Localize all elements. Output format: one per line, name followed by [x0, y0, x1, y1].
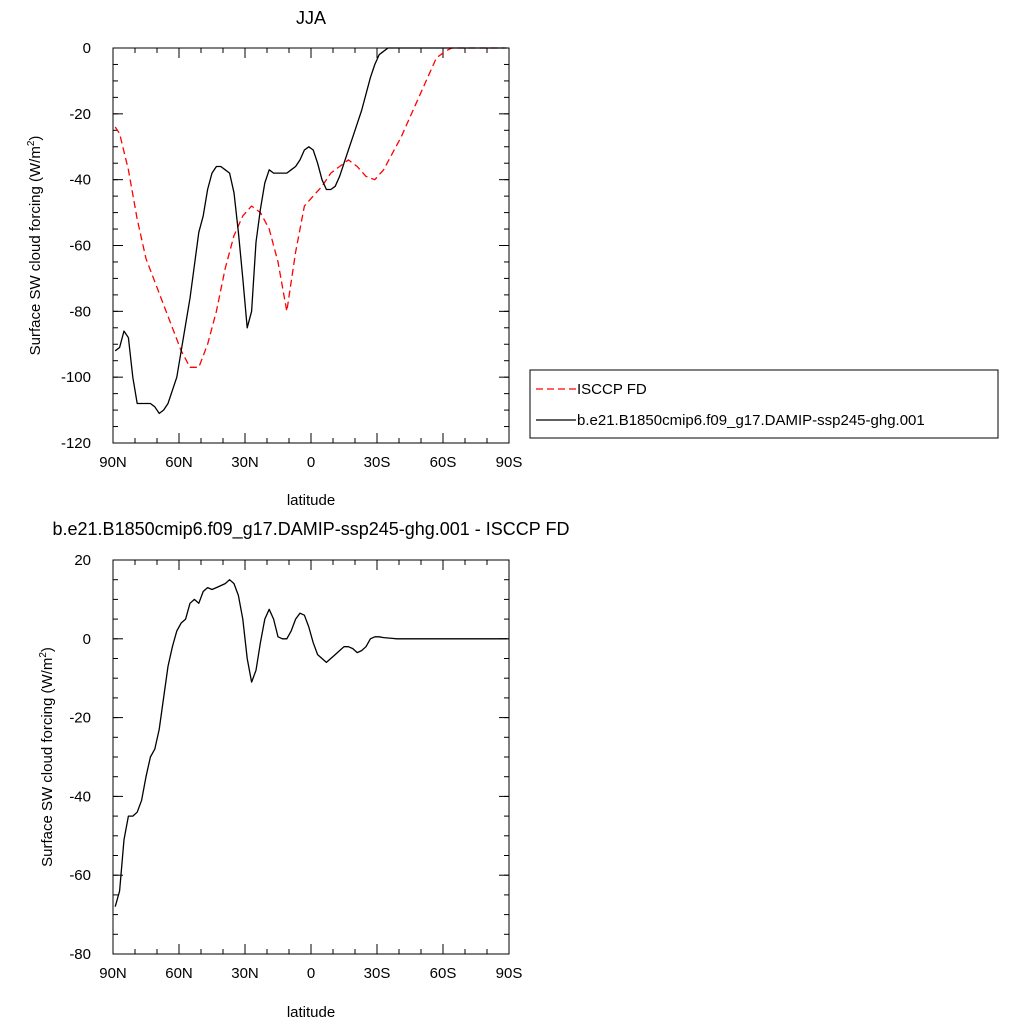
x-tick-label: 60N	[165, 965, 193, 982]
x-tick-label: 90S	[496, 454, 523, 471]
y-axis-title-main: Surface SW cloud forcing (W/m	[27, 146, 44, 355]
y-tick-label: 20	[74, 552, 91, 569]
legend-label-2: b.e21.B1850cmip6.f09_g17.DAMIP-ssp245-gh…	[577, 412, 925, 429]
plot-frame	[112, 559, 510, 955]
plot-frame	[112, 47, 510, 444]
y-tick-label: -60	[69, 867, 91, 884]
legend-box	[529, 369, 999, 439]
x-tick-label: 90N	[99, 454, 127, 471]
x-tick-label: 60N	[165, 454, 193, 471]
y-tick-label: -60	[69, 238, 91, 255]
legend-label-1: ISCCP FD	[577, 381, 647, 398]
x-tick-label: 30S	[364, 965, 391, 982]
y-axis-title: Surface SW cloud forcing (W/m2)	[26, 136, 44, 356]
chart-title: b.e21.B1850cmip6.f09_g17.DAMIP-ssp245-gh…	[53, 519, 570, 540]
y-tick-label: -20	[69, 710, 91, 727]
y-tick-label: -100	[61, 369, 91, 386]
y-axis-title-main: Surface SW cloud forcing (W/m	[39, 658, 56, 867]
x-tick-label: 90S	[496, 965, 523, 982]
y-tick-label: -80	[69, 303, 91, 320]
y-tick-label: -80	[69, 946, 91, 963]
chart-1: JJA 90N 60N 30N 0 30S 60S 90S 0 -20 -40 -60 -80 -100 -…	[26, 8, 999, 509]
y-tick-label: -40	[69, 788, 91, 805]
x-tick-label: 0	[307, 454, 315, 471]
x-axis-title: latitude	[287, 492, 335, 509]
x-tick-label: 90N	[99, 965, 127, 982]
y-tick-label: -20	[69, 106, 91, 123]
series-line-1	[114, 579, 507, 907]
x-tick-label: 30S	[364, 454, 391, 471]
y-axis-title: Surface SW cloud forcing (W/m2)	[38, 647, 56, 867]
x-tick-label: 60S	[430, 454, 457, 471]
y-axis-title-superscript: 2	[38, 652, 49, 658]
x-axis-title: latitude	[287, 1004, 335, 1021]
x-tick-label: 60S	[430, 965, 457, 982]
y-axis-title-close: )	[39, 647, 56, 652]
y-axis-title-close: )	[27, 136, 44, 141]
y-tick-label: 0	[83, 40, 91, 57]
y-tick-label: -120	[61, 435, 91, 452]
chart-2: b.e21.B1850cmip6.f09_g17.DAMIP-ssp245-gh…	[38, 519, 569, 1021]
x-tick-label: 0	[307, 965, 315, 982]
series-line-1	[114, 47, 505, 368]
y-axis-title-superscript: 2	[26, 140, 37, 146]
series-line-2	[114, 47, 507, 415]
y-tick-label: -40	[69, 172, 91, 189]
legend: ISCCP FD b.e21.B1850cmip6.f09_g17.DAMIP-s…	[529, 369, 999, 439]
x-tick-label: 30N	[231, 965, 259, 982]
x-tick-label: 30N	[231, 454, 259, 471]
chart-title: JJA	[296, 8, 326, 28]
y-tick-label: 0	[83, 631, 91, 648]
